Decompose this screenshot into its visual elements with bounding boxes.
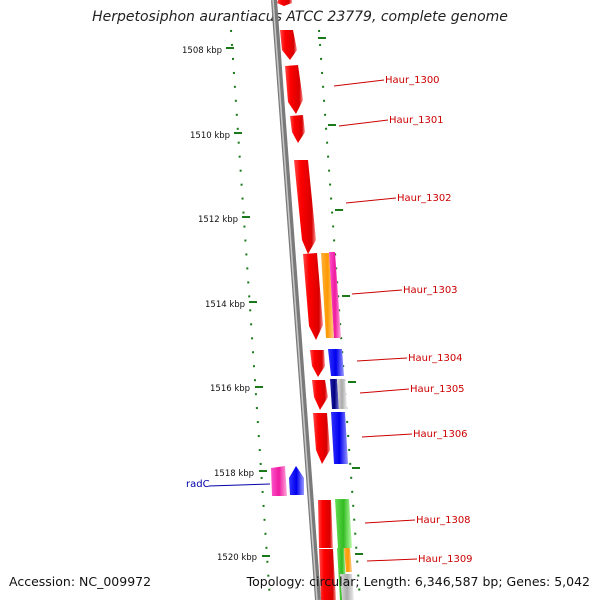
gene-arrow-haur-1308[interactable] — [318, 500, 333, 548]
accession-text: Accession: NC_009972 — [9, 574, 152, 589]
gene-label-haur-1301[interactable]: Haur_1301 — [389, 115, 444, 126]
gene-label-haur-1304[interactable]: Haur_1304 — [408, 353, 463, 364]
gene-leaders — [208, 79, 418, 562]
gene-arrow-haur-1300[interactable] — [285, 65, 303, 114]
tick-label: 1520 kbp — [217, 553, 257, 563]
inner-scale-track — [230, 29, 271, 600]
gene-arrow-haur-1303-magenta[interactable] — [329, 252, 341, 338]
gene-arrow-haur-1301[interactable] — [290, 115, 305, 143]
gene-arrow-haur-1305-navy[interactable] — [330, 379, 339, 409]
tick-label: 1514 kbp — [205, 300, 245, 310]
gene-arrow-haur-1306[interactable] — [313, 413, 330, 464]
gene-arrow-haur-1299[interactable] — [280, 30, 297, 60]
gene-arrow-haur-1304[interactable] — [310, 350, 325, 377]
tick-label: 1512 kbp — [198, 215, 238, 225]
gene-label-haur-1305[interactable]: Haur_1305 — [410, 384, 465, 395]
gene-arrow-radc-magenta[interactable] — [271, 466, 287, 496]
genome-backbone-highlight — [272, 0, 318, 600]
gene-arrow-top[interactable] — [277, 0, 292, 6]
gene-label-radc[interactable]: radC — [186, 479, 210, 490]
gene-arrow-radc[interactable] — [289, 466, 304, 495]
genome-backbone — [271, 0, 321, 600]
tick-label: 1510 kbp — [190, 131, 230, 141]
tick-label: 1508 kbp — [182, 46, 222, 56]
gene-features[interactable] — [271, 0, 354, 600]
gene-label-haur-1300[interactable]: Haur_1300 — [385, 75, 440, 86]
gene-arrow-haur-1309-gray[interactable] — [340, 574, 354, 600]
gene-label-haur-1302[interactable]: Haur_1302 — [397, 193, 452, 204]
gene-arrow-haur-1308-green[interactable] — [335, 499, 352, 548]
gene-label-haur-1303[interactable]: Haur_1303 — [403, 285, 458, 296]
tick-label: 1518 kbp — [214, 469, 254, 479]
scale-ticks: 1508 kbp 1510 kbp 1512 kbp 1514 kbp 1516… — [182, 37, 363, 563]
gene-arrow-haur-1303[interactable] — [303, 253, 323, 340]
gene-label-haur-1309[interactable]: Haur_1309 — [418, 554, 473, 565]
gene-label-group[interactable]: Haur_1300 Haur_1301 Haur_1302 Haur_1303 … — [186, 75, 473, 565]
gene-arrow-haur-1309[interactable] — [319, 549, 336, 600]
outer-scale-track — [318, 29, 361, 600]
gene-arrow-haur-1306-blue[interactable] — [331, 412, 348, 464]
gene-arrow-haur-1305[interactable] — [312, 380, 328, 410]
gene-arrow-haur-1309-orange[interactable] — [344, 548, 352, 572]
gene-arrow-haur-1305-gray[interactable] — [337, 379, 347, 409]
gene-label-haur-1306[interactable]: Haur_1306 — [413, 429, 468, 440]
gene-arrow-haur-1304-blue[interactable] — [328, 349, 344, 376]
gene-arrow-haur-1303-orange[interactable] — [321, 253, 334, 338]
map-title: Herpetosiphon aurantiacus ATCC 23779, co… — [92, 9, 508, 25]
tick-label: 1516 kbp — [210, 384, 250, 394]
gene-label-haur-1308[interactable]: Haur_1308 — [416, 515, 471, 526]
gene-arrow-haur-1302[interactable] — [294, 160, 316, 254]
topology-text: Topology: circular; Length: 6,346,587 bp… — [246, 574, 590, 589]
